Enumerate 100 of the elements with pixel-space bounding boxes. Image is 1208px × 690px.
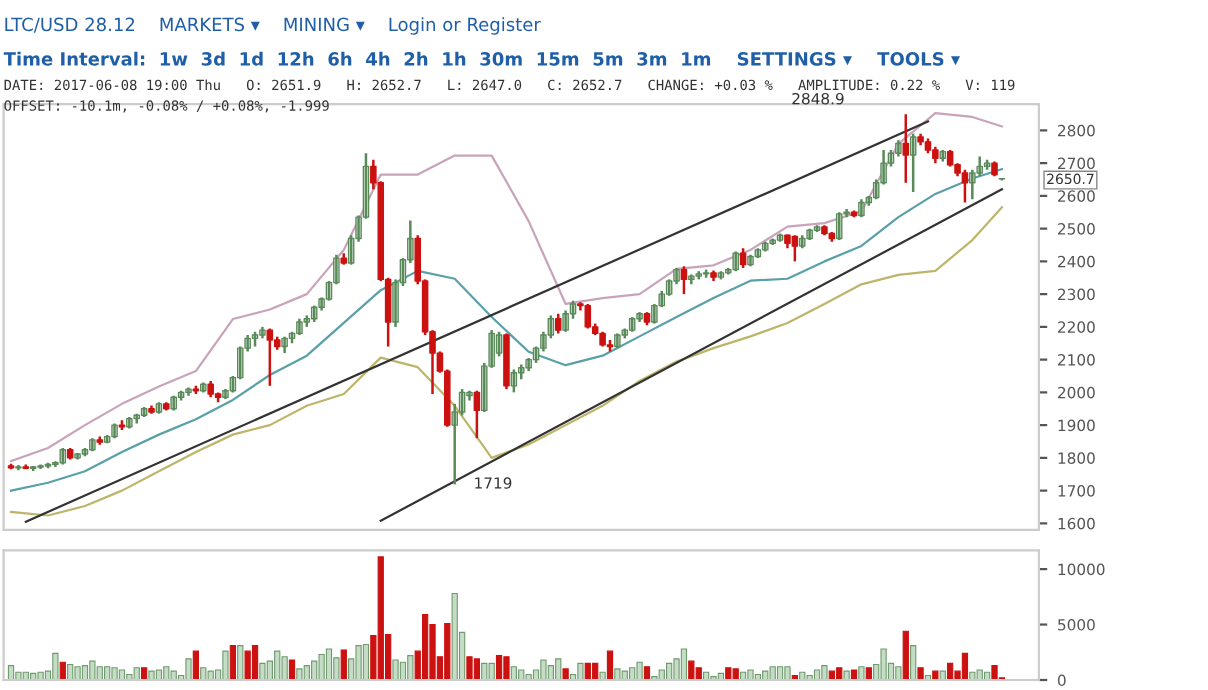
bar (577, 662, 584, 680)
bar (488, 662, 495, 680)
bar (259, 662, 266, 680)
bar (104, 666, 111, 680)
bar (244, 650, 251, 680)
bar (229, 645, 237, 680)
line-series (9, 167, 1004, 492)
bar (155, 669, 163, 680)
bar (555, 658, 562, 680)
bar (776, 666, 784, 680)
bar (614, 668, 621, 680)
bar (81, 665, 89, 680)
bar (325, 648, 333, 680)
bar (629, 667, 636, 680)
bar (111, 667, 118, 680)
bar (311, 660, 318, 680)
bar (540, 659, 547, 680)
bar (96, 666, 103, 680)
bar (207, 670, 214, 680)
bar (547, 665, 554, 680)
bar (606, 650, 614, 680)
bar (510, 666, 518, 680)
bar (67, 663, 74, 680)
bar (850, 669, 858, 680)
bar (680, 648, 688, 680)
bar (947, 662, 954, 680)
line-series (9, 206, 1004, 517)
bar (518, 669, 525, 680)
bar (481, 662, 488, 680)
bar (251, 645, 259, 680)
bar (725, 667, 732, 680)
bar (15, 671, 22, 680)
bar (932, 670, 939, 680)
text: LTC/USD 28.12 MARKETS ▾ MINING ▾ Login or Register (5, 17, 541, 35)
bar (407, 655, 414, 680)
bar (421, 614, 429, 680)
bar (813, 669, 821, 680)
bar (865, 667, 872, 680)
bar (222, 650, 229, 680)
bar (636, 661, 643, 680)
bar (296, 668, 303, 680)
bar (288, 659, 296, 680)
bar (74, 666, 81, 680)
bar (732, 668, 739, 680)
bar (895, 666, 902, 680)
bar (140, 667, 148, 680)
bar (525, 673, 532, 680)
bar (7, 665, 15, 680)
text: Time Interval: 1w 3d 1d 12h 6h 4h 2h 1h 30m 15m 5m 3m 1m SETTINGS ▾ TOOLS ▾ (3, 51, 960, 66)
bar (769, 666, 776, 680)
bar (880, 648, 887, 680)
bar (784, 666, 791, 680)
bar (170, 670, 177, 680)
bar (747, 669, 754, 680)
bar (444, 622, 451, 680)
bar (836, 667, 843, 680)
line-series (9, 111, 1004, 463)
bar (133, 667, 140, 680)
bar (274, 650, 281, 680)
bar (192, 650, 200, 680)
bar (451, 592, 458, 680)
bar (355, 645, 362, 680)
bar (939, 670, 946, 680)
bar (562, 668, 569, 680)
bar (688, 660, 695, 680)
bar (843, 670, 850, 680)
bar (362, 643, 370, 680)
bar (821, 665, 828, 680)
bar (237, 645, 244, 680)
bar (392, 659, 399, 680)
bar (473, 658, 481, 680)
bar (969, 671, 976, 680)
bar (858, 666, 865, 680)
bar (148, 670, 155, 680)
bar (200, 667, 207, 680)
bar (762, 670, 769, 680)
bar (828, 670, 835, 680)
bar (599, 671, 606, 680)
bar (281, 656, 288, 680)
bar (318, 653, 325, 680)
bar (976, 669, 983, 680)
bar (126, 673, 133, 680)
bar (118, 669, 126, 680)
bar (621, 670, 628, 680)
bar (917, 667, 924, 680)
bar (902, 630, 909, 680)
bar (495, 655, 503, 680)
bar (163, 666, 170, 680)
bar (89, 660, 96, 680)
bar (37, 671, 44, 680)
bar (910, 645, 917, 680)
bar (695, 667, 702, 680)
bar (377, 556, 384, 680)
bar (466, 656, 473, 680)
bar (643, 666, 651, 680)
bar (52, 652, 59, 680)
bar (666, 662, 673, 680)
bar (503, 656, 510, 680)
bar (185, 658, 192, 680)
bar (961, 652, 969, 680)
